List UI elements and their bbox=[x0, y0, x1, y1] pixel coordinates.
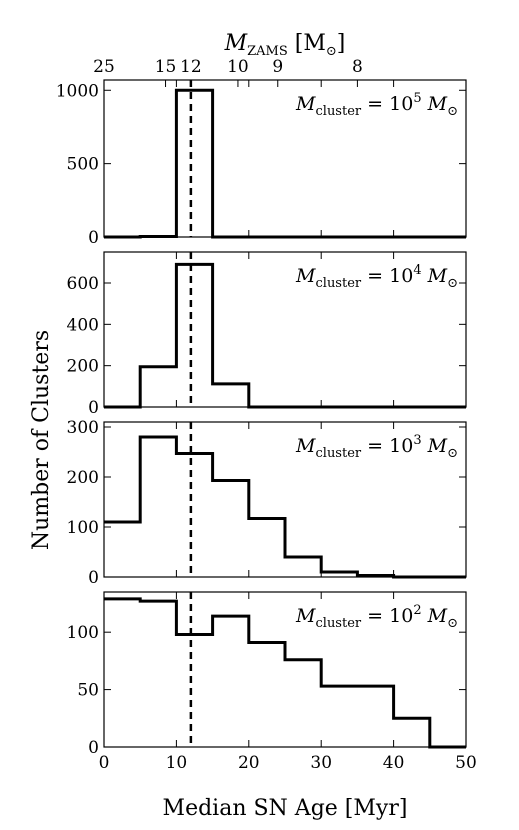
y-tick-label: 0 bbox=[88, 568, 99, 588]
panel-annotation: Mcluster = 102 M⊙ bbox=[295, 603, 458, 631]
annotation-part: ⊙ bbox=[447, 446, 458, 461]
y-tick-label: 200 bbox=[67, 357, 99, 377]
y-tick-label: 1000 bbox=[56, 81, 99, 101]
bottom-axis: 0 10 20 30 40 50 bbox=[99, 753, 477, 773]
x-tick-label: 50 bbox=[455, 753, 477, 773]
y-tick-label: 600 bbox=[67, 274, 99, 294]
x-axis-title: Median SN Age [Myr] bbox=[163, 796, 408, 821]
annotation-part: M bbox=[295, 265, 316, 287]
annotation-part: = 10 bbox=[361, 435, 413, 457]
top-axis-title-part: ] bbox=[337, 31, 346, 56]
histogram-series bbox=[104, 262, 466, 409]
top-axis-title-part: [M bbox=[288, 31, 326, 56]
y-tick-label: 500 bbox=[67, 155, 99, 175]
annotation-part: ⊙ bbox=[447, 616, 458, 631]
panel-annotation: Mcluster = 105 M⊙ bbox=[295, 91, 458, 119]
panel-frame bbox=[103, 591, 467, 748]
annotation-part: M bbox=[422, 605, 448, 627]
annotation-part: ⊙ bbox=[447, 104, 458, 119]
annotation-part: M bbox=[295, 605, 316, 627]
annotation-part: ⊙ bbox=[447, 276, 458, 291]
annotation-part: M bbox=[422, 93, 448, 115]
top-tick-label: 15 bbox=[155, 57, 177, 77]
top-axis-title-part: M bbox=[224, 31, 248, 56]
annotation-part: = 10 bbox=[361, 93, 413, 115]
annotation-part: = 10 bbox=[361, 265, 413, 287]
y-tick-label: 0 bbox=[88, 738, 99, 758]
annotation-part: cluster bbox=[316, 104, 362, 119]
annotation-part: cluster bbox=[316, 616, 362, 631]
y-tick-label: 100 bbox=[67, 518, 99, 538]
top-tick-label: 12 bbox=[180, 57, 202, 77]
x-tick-label: 30 bbox=[310, 753, 332, 773]
top-axis: 25 15 12 10 9 8 MZAMS [M⊙] bbox=[93, 31, 363, 87]
y-tick-label: 400 bbox=[67, 315, 99, 335]
x-tick-label: 0 bbox=[99, 753, 110, 773]
y-tick-label: 300 bbox=[67, 418, 99, 438]
y-tick-label: 50 bbox=[77, 681, 99, 701]
panel-annotation: Mcluster = 104 M⊙ bbox=[295, 263, 458, 291]
y-tick-label: 200 bbox=[67, 468, 99, 488]
panel-frame bbox=[103, 421, 467, 578]
annotation-part: 2 bbox=[413, 603, 421, 618]
annotation-part: M bbox=[295, 435, 316, 457]
top-axis-title-part: ZAMS bbox=[247, 44, 288, 59]
top-tick-label: 25 bbox=[93, 57, 115, 77]
x-tick-label: 20 bbox=[238, 753, 260, 773]
top-tick-label: 10 bbox=[227, 57, 249, 77]
top-axis-title: MZAMS [M⊙] bbox=[224, 31, 346, 59]
annotation-part: M bbox=[422, 435, 448, 457]
x-tick-label: 40 bbox=[383, 753, 405, 773]
annotation-part: M bbox=[295, 93, 316, 115]
annotation-part: cluster bbox=[316, 276, 362, 291]
top-tick-label: 8 bbox=[352, 57, 363, 77]
top-axis-title-part: ⊙ bbox=[326, 44, 337, 59]
annotation-part: M bbox=[422, 265, 448, 287]
annotation-part: 3 bbox=[413, 433, 421, 448]
annotation-part: 5 bbox=[413, 91, 421, 106]
y-tick-label: 0 bbox=[88, 228, 99, 248]
histogram-series bbox=[104, 435, 466, 579]
top-tick-label: 9 bbox=[272, 57, 283, 77]
y-axis-title: Number of Clusters bbox=[29, 330, 54, 550]
x-tick-label: 10 bbox=[166, 753, 188, 773]
y-tick-label: 100 bbox=[67, 623, 99, 643]
annotation-part: = 10 bbox=[361, 605, 413, 627]
histogram-series bbox=[104, 597, 466, 749]
annotation-part: cluster bbox=[316, 446, 362, 461]
y-tick-label: 0 bbox=[88, 398, 99, 418]
annotation-part: 4 bbox=[413, 263, 421, 278]
histogram-series bbox=[104, 88, 466, 239]
panel-annotation: Mcluster = 103 M⊙ bbox=[295, 433, 458, 461]
